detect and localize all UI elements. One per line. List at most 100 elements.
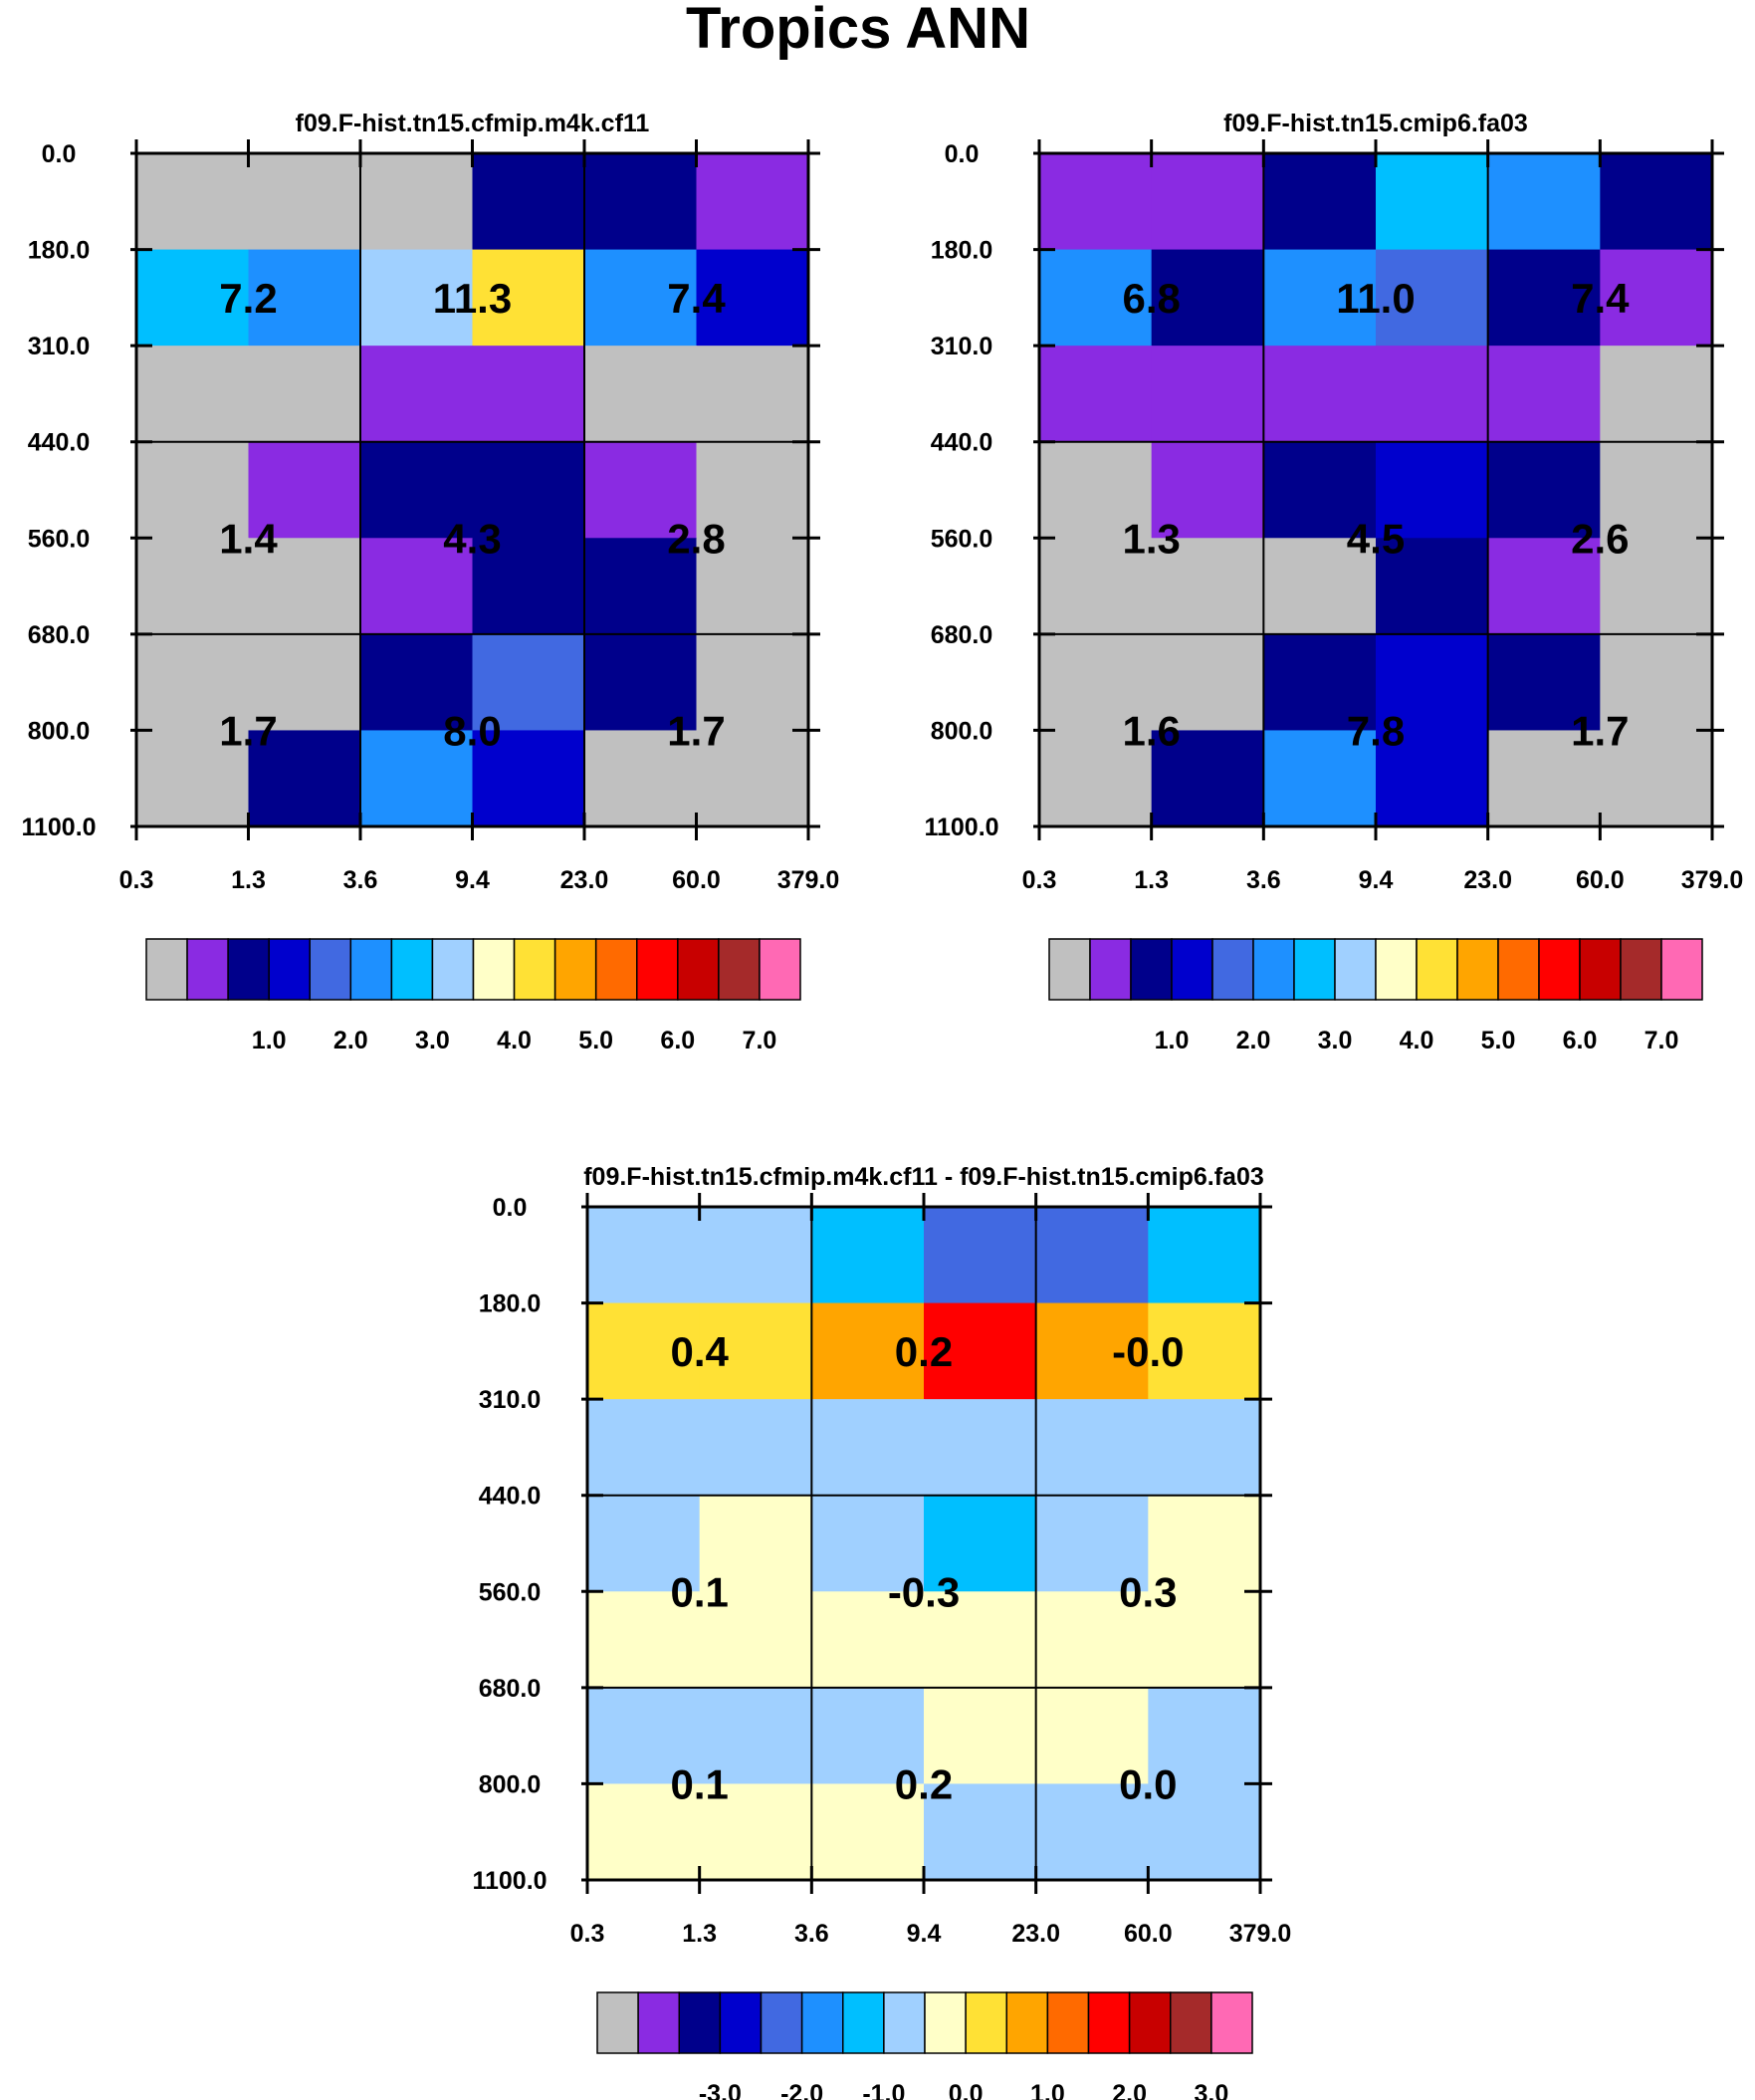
colorbar-label: 1.0	[1030, 2080, 1065, 2100]
x-tick-label: 23.0	[1463, 866, 1512, 894]
colorbar-swatch	[1252, 938, 1295, 1001]
colorbar-swatch	[594, 938, 638, 1001]
heatmap-cell	[1151, 730, 1264, 827]
colorbar-label: 0.0	[949, 2080, 984, 2100]
x-tick-label: 379.0	[1681, 866, 1744, 894]
x-tick-label: 1.3	[231, 866, 266, 894]
colorbar-label: 1.0	[1155, 1027, 1190, 1054]
heatmap-cell	[584, 441, 698, 539]
heatmap-cell	[1039, 633, 1153, 732]
group-value-label: 8.0	[443, 707, 501, 754]
colorbar-label: 4.0	[1400, 1027, 1434, 1054]
heatmap-cell	[1151, 346, 1264, 443]
heatmap-cell	[1376, 633, 1489, 732]
y-tick-label: 310.0	[931, 333, 993, 360]
heatmap-cell	[1600, 441, 1713, 539]
x-tick-label: 23.0	[560, 866, 609, 894]
group-value-label: 1.3	[1122, 515, 1180, 562]
x-tick-label: 379.0	[777, 866, 840, 894]
colorbar-swatch	[1210, 1991, 1253, 2054]
colorbar-label: 6.0	[1563, 1027, 1598, 1054]
group-value-label: 1.6	[1122, 707, 1180, 754]
heatmap-cell	[1376, 730, 1489, 827]
y-tick-label: 1100.0	[21, 814, 96, 841]
group-value-label: 7.4	[667, 275, 726, 322]
heatmap-cell	[696, 249, 809, 347]
heatmap-cell	[1600, 249, 1713, 347]
group-value-label: 4.3	[443, 515, 501, 562]
group-value-label: 7.8	[1347, 707, 1405, 754]
heatmap-cell	[587, 1783, 701, 1881]
heatmap-cell	[1151, 441, 1264, 539]
heatmap-cell	[1600, 633, 1713, 732]
colorbar-swatch	[513, 938, 556, 1001]
y-tick-label: 680.0	[479, 1675, 542, 1703]
heatmap-cell	[1376, 441, 1489, 539]
heatmap-cell	[1487, 538, 1601, 635]
heatmap-cell	[1487, 153, 1601, 251]
panel-title: f09.F-hist.tn15.cfmip.m4k.cf11 - f09.F-h…	[583, 1163, 1264, 1191]
y-tick-label: 800.0	[931, 717, 993, 745]
x-tick-label: 3.6	[343, 866, 378, 894]
heatmap-cell	[248, 730, 361, 827]
colorbar-label: -1.0	[862, 2080, 905, 2100]
panels: f09.F-hist.tn15.cfmip.m4k.cf11 7.2 11.3 7.4…	[21, 110, 1743, 2100]
heatmap-cell	[587, 1687, 701, 1785]
heatmap-cell	[1039, 538, 1153, 635]
colorbar-swatch	[760, 1991, 803, 2054]
heatmap-cell	[1148, 1399, 1261, 1497]
heatmap-cell	[1263, 730, 1377, 827]
heatmap-cell	[1263, 441, 1377, 539]
colorbar-swatch	[1170, 1991, 1212, 2054]
colorbar-swatch	[678, 1991, 722, 2054]
heatmap-cell	[584, 153, 698, 251]
colorbar-swatch	[636, 938, 679, 1001]
heatmap-cell	[1600, 730, 1713, 827]
y-tick-label: 1100.0	[924, 814, 998, 841]
heatmap-cell	[1263, 633, 1377, 732]
colorbar-label: 7.0	[1645, 1027, 1679, 1054]
colorbar-swatch	[472, 938, 516, 1001]
colorbar: 1.0 2.0 3.0 4.0 5.0 6.0 7.0	[145, 938, 801, 1054]
y-tick-label: 440.0	[479, 1483, 542, 1511]
heatmap-cell	[1035, 1399, 1149, 1497]
colorbar-swatch	[227, 938, 270, 1001]
heatmap-cell	[584, 633, 698, 732]
heatmap-cell	[584, 249, 698, 347]
heatmap-cell	[136, 441, 250, 539]
colorbar-swatch	[759, 938, 801, 1001]
heatmap-cell	[696, 538, 809, 635]
x-tick-label: 1.3	[682, 1920, 717, 1948]
colorbar-swatch	[1171, 938, 1213, 1001]
heatmap-cell	[584, 346, 698, 443]
heatmap-cell	[1035, 1302, 1149, 1400]
panel-3: f09.F-hist.tn15.cfmip.m4k.cf11 - f09.F-h…	[472, 1163, 1291, 2100]
x-tick-label: 3.6	[1246, 866, 1281, 894]
colorbar: 1.0 2.0 3.0 4.0 5.0 6.0 7.0	[1048, 938, 1703, 1054]
heatmap-cell	[360, 346, 474, 443]
colorbar-label: 5.0	[578, 1027, 613, 1054]
colorbar-swatch	[1660, 938, 1703, 1001]
colorbar-label: 2.0	[1112, 2080, 1147, 2100]
heatmap-cell	[811, 1783, 925, 1881]
group-value-label: 0.0	[1119, 1760, 1177, 1807]
heatmap-cell	[1039, 249, 1153, 347]
heatmap-cell	[472, 441, 585, 539]
x-tick-label: 9.4	[1359, 866, 1394, 894]
heatmap-cell	[699, 1783, 812, 1881]
heatmap-cell	[1487, 346, 1601, 443]
colorbar-swatch	[268, 938, 311, 1001]
group-value-label: 11.3	[433, 275, 512, 322]
heatmap-cell	[1148, 1302, 1261, 1400]
group-value-label: 1.4	[219, 515, 278, 562]
y-tick-label: 310.0	[479, 1386, 542, 1414]
heatmap-cell	[696, 153, 809, 251]
x-tick-label: 60.0	[1124, 1920, 1173, 1948]
colorbar-swatch	[1211, 938, 1254, 1001]
heatmap-cell	[811, 1399, 925, 1497]
y-tick-label: 800.0	[479, 1770, 542, 1798]
colorbar-swatch	[1375, 938, 1418, 1001]
heatmap-cell	[472, 153, 585, 251]
colorbar-swatch	[1087, 1991, 1131, 2054]
